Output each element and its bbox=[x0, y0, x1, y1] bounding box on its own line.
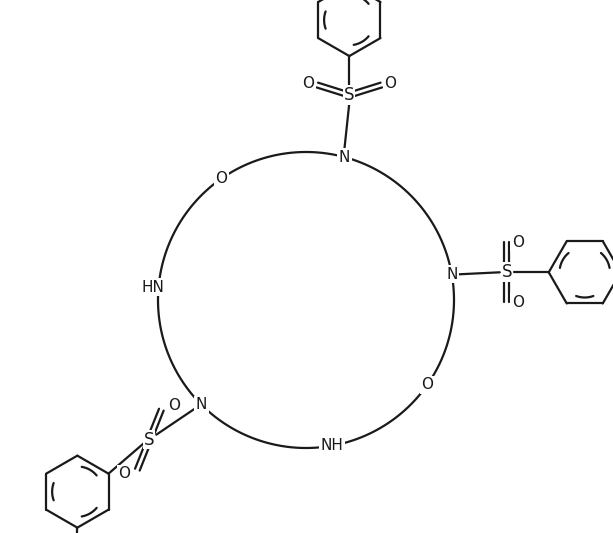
Text: S: S bbox=[501, 263, 512, 281]
Text: O: O bbox=[512, 295, 524, 310]
Text: NH: NH bbox=[320, 438, 343, 453]
Text: HN: HN bbox=[141, 280, 164, 295]
Text: S: S bbox=[344, 86, 354, 104]
Text: N: N bbox=[338, 150, 350, 165]
Text: N: N bbox=[446, 267, 457, 282]
Text: O: O bbox=[215, 171, 227, 186]
Text: O: O bbox=[512, 235, 524, 250]
Text: O: O bbox=[302, 76, 314, 91]
Text: O: O bbox=[118, 466, 131, 481]
Text: O: O bbox=[421, 377, 433, 392]
Text: O: O bbox=[384, 76, 397, 91]
Text: O: O bbox=[169, 398, 180, 413]
Text: S: S bbox=[144, 431, 154, 449]
Text: N: N bbox=[196, 397, 207, 412]
